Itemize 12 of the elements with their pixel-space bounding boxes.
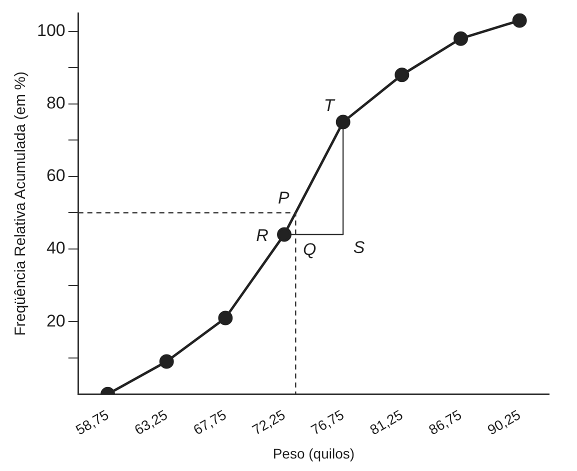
annotation: T (324, 96, 336, 115)
y-tick-label: 100 (36, 21, 66, 40)
y-tick-label: 60 (46, 166, 66, 186)
annotation: S (353, 238, 366, 258)
annotation: Q (303, 240, 316, 260)
annotation: R (256, 226, 268, 246)
y-tick-label: 20 (46, 311, 66, 330)
annotation: P (278, 188, 290, 208)
y-tick-label: 80 (46, 94, 66, 113)
y-tick-label: 40 (46, 238, 66, 258)
x-axis-title: Peso (quilos) (272, 445, 355, 462)
y-axis-title: Freqüência Relativa Acumulada (em %) (12, 72, 30, 336)
